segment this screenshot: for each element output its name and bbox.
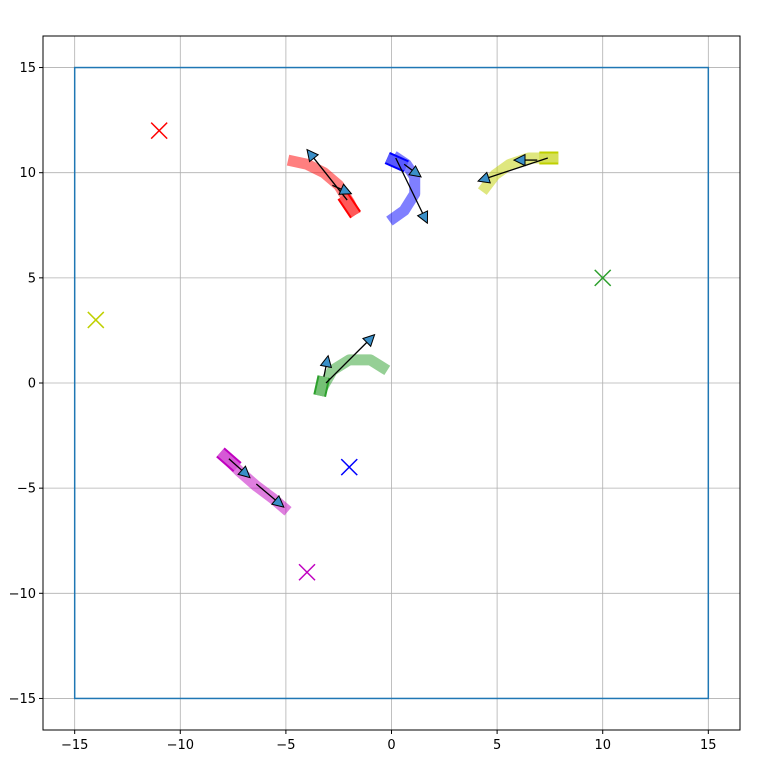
agent-body-0 <box>339 193 360 218</box>
goal-marker-2 <box>87 311 105 329</box>
goal-marker-0 <box>150 122 168 140</box>
boundary-rect <box>73 66 710 700</box>
y-tick-label: 15 <box>19 61 36 76</box>
grid-lines <box>43 36 740 730</box>
x-tick-label: −5 <box>276 738 295 753</box>
y-tick-label: −5 <box>17 482 36 497</box>
goal-markers <box>87 122 612 581</box>
y-tick-label: −15 <box>9 692 36 707</box>
y-tick-label: 0 <box>28 377 36 392</box>
x-tick-label: 0 <box>387 738 395 753</box>
y-tick-label: −10 <box>9 587 36 602</box>
agent-body-fill-3 <box>315 375 329 397</box>
agent-trail-2 <box>477 152 553 195</box>
x-tick-label: 15 <box>700 738 717 753</box>
x-tick-label: −10 <box>167 738 194 753</box>
agent-trails <box>216 151 559 516</box>
velocity-arrow-4-0 <box>228 458 251 479</box>
x-tick-label: 5 <box>493 738 501 753</box>
x-tick-label: 10 <box>594 738 611 753</box>
velocity-arrow-0-1 <box>332 183 353 195</box>
agent-trail-3 <box>316 354 391 392</box>
agent-body-fill-0 <box>339 193 360 218</box>
velocity-arrows <box>228 148 549 508</box>
y-tick-label: 10 <box>19 166 36 181</box>
goal-marker-3 <box>594 269 612 287</box>
velocity-arrow-3-1 <box>319 354 333 377</box>
y-tick-label: 5 <box>28 271 36 286</box>
agent-body-fill-4 <box>217 449 241 471</box>
agent-body-3 <box>315 375 329 397</box>
velocity-arrow-4-1 <box>255 483 285 508</box>
agent-body-1 <box>385 153 409 171</box>
boundary-rectangle <box>73 66 710 700</box>
velocity-arrow-3-0 <box>325 333 376 384</box>
velocity-arrow-2-1 <box>512 153 538 167</box>
velocity-arrow-1-1 <box>403 163 422 178</box>
agent-body-4 <box>217 449 241 471</box>
goal-marker-4 <box>298 563 316 581</box>
velocity-arrow-1-0 <box>395 157 429 225</box>
agent-body-fill-1 <box>385 153 409 171</box>
goal-marker-1 <box>340 458 358 476</box>
velocity-arrow-2-0 <box>477 157 549 184</box>
axis-ticks: −15 −10 −5 0 5 10 15 −15 −10 −5 0 5 10 15 <box>9 61 717 753</box>
x-tick-label: −15 <box>61 738 88 753</box>
